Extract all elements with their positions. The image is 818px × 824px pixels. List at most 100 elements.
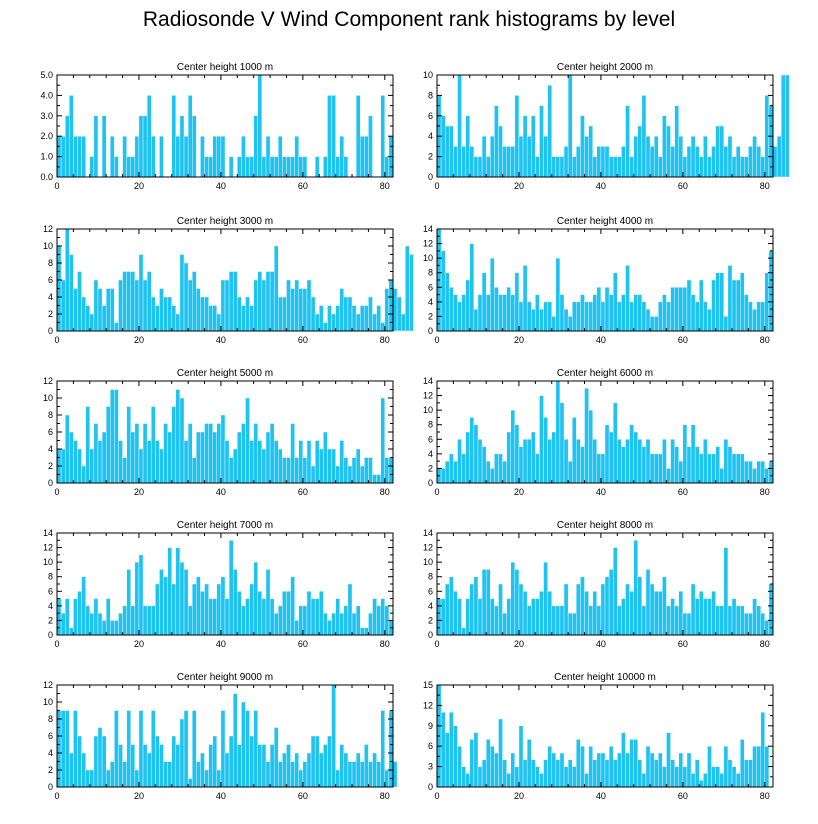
histogram-bar (752, 746, 757, 788)
histogram-bar (114, 710, 119, 788)
histogram-bar (629, 301, 634, 332)
histogram-bar (269, 744, 275, 788)
histogram-bar (175, 135, 181, 178)
histogram-bar (60, 612, 66, 636)
histogram-bar (662, 766, 667, 788)
histogram-bar (449, 287, 454, 332)
histogram-bar (440, 468, 446, 484)
histogram-bar (237, 156, 242, 178)
y-tick-label: 12 (423, 239, 433, 249)
histogram-bar (294, 620, 299, 636)
histogram-bar (772, 146, 778, 178)
histogram-bar (302, 288, 308, 332)
histogram-bar (187, 778, 193, 788)
histogram-bar (531, 115, 536, 178)
histogram-bar (543, 417, 548, 484)
histogram-bar (163, 576, 168, 636)
histogram-bar (711, 453, 716, 484)
histogram-bar (196, 288, 201, 332)
histogram-bar (241, 423, 246, 484)
y-tick-label: 10 (43, 241, 53, 251)
histogram-bar (735, 605, 741, 636)
histogram-bar (473, 308, 479, 332)
histogram-bar (126, 271, 131, 332)
histogram-bar (506, 431, 511, 484)
histogram-bar (567, 74, 573, 178)
histogram-bar (588, 746, 593, 788)
panel-title: Center height 1000 m (177, 62, 273, 73)
histogram-bar (596, 605, 602, 636)
histogram-bar (490, 135, 495, 178)
histogram-bar (764, 468, 770, 484)
histogram-bar (498, 125, 503, 178)
histogram-bar (621, 732, 626, 788)
histogram-bar (686, 752, 692, 788)
histogram-bar (60, 710, 66, 788)
histogram-bar (360, 465, 365, 484)
histogram-bar (220, 135, 226, 178)
histogram-bar (453, 725, 458, 788)
histogram-bar (543, 301, 548, 332)
histogram-bar (682, 612, 688, 636)
histogram-bar (707, 746, 712, 788)
y-tick-label: 6 (48, 275, 53, 285)
x-tick-label: 20 (514, 487, 524, 497)
histogram-bar (694, 301, 700, 332)
histogram-bar (518, 135, 524, 178)
histogram-panel-7: Center height 7000 m 0 20 40 60 80 0 2 4 6 8 10 12 14 (43, 520, 394, 649)
histogram-bar (183, 262, 189, 332)
histogram-bar (126, 710, 131, 788)
histogram-bar (249, 735, 254, 788)
histogram-bar (138, 115, 144, 178)
histogram-bar (118, 744, 123, 788)
histogram-bar (572, 156, 577, 178)
histogram-bar (269, 156, 275, 178)
histogram-bar (64, 598, 70, 636)
histogram-bar (576, 439, 581, 484)
histogram-bar (498, 583, 503, 636)
histogram-bar (130, 156, 136, 178)
histogram-bar (461, 294, 466, 332)
histogram-bar (625, 105, 630, 178)
y-tick-label: 0 (428, 172, 433, 182)
histogram-bar (163, 423, 168, 484)
histogram-bar (343, 156, 349, 178)
histogram-bar (216, 769, 222, 788)
histogram-bar (331, 612, 336, 636)
histogram-bar (204, 423, 209, 484)
histogram-bar (514, 424, 520, 484)
y-tick-label: 4 (48, 601, 53, 611)
histogram-bar (228, 540, 234, 636)
histogram-bar (510, 409, 516, 484)
x-tick-label: 20 (514, 791, 524, 801)
histogram-bar (485, 460, 491, 484)
x-tick-label: 80 (380, 181, 390, 191)
histogram-bar (335, 305, 340, 332)
histogram-bar (314, 598, 320, 636)
y-tick-label: 8 (48, 572, 53, 582)
histogram-bar (596, 752, 602, 788)
histogram-bar (563, 146, 569, 178)
histogram-bar (645, 746, 651, 788)
histogram-bar (645, 439, 651, 484)
y-tick-label: 2 (48, 765, 53, 775)
y-tick-label: 15 (423, 680, 433, 690)
histogram-bar (756, 605, 761, 636)
histogram-bar (502, 460, 507, 484)
histogram-bar (490, 598, 495, 636)
y-tick-label: 14 (423, 528, 433, 538)
histogram-bar (138, 710, 144, 788)
histogram-bar (727, 135, 733, 178)
histogram-bar (551, 431, 557, 484)
histogram-bar (707, 156, 712, 178)
histogram-bar (469, 739, 475, 788)
histogram-bar (69, 95, 74, 178)
x-tick-label: 40 (216, 639, 226, 649)
histogram-bar (715, 446, 720, 484)
histogram-bar (551, 316, 557, 332)
x-tick-label: 20 (134, 639, 144, 649)
y-tick-label: 6 (48, 427, 53, 437)
histogram-bar (436, 598, 442, 636)
panel-title: Center height 6000 m (557, 368, 653, 379)
x-tick-label: 20 (514, 639, 524, 649)
